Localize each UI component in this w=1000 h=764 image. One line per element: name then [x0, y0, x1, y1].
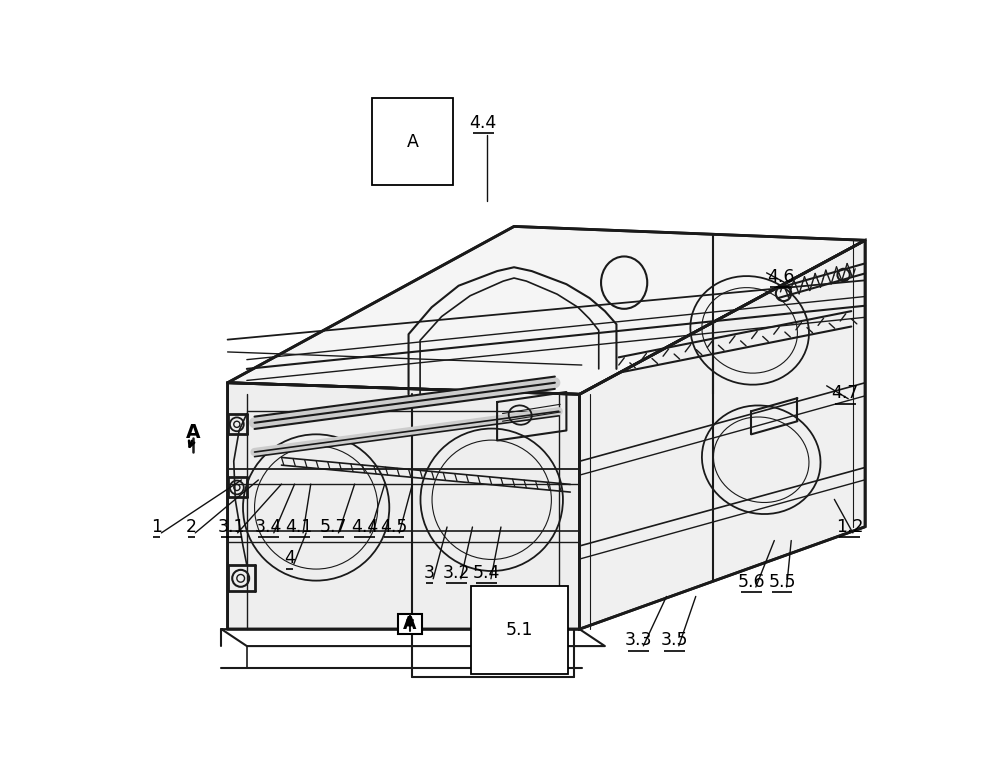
Text: 5: 5	[514, 643, 525, 661]
Text: 3.5: 3.5	[660, 631, 688, 649]
Text: 5.6: 5.6	[737, 572, 765, 591]
Polygon shape	[228, 226, 865, 394]
Text: A: A	[186, 423, 200, 442]
Text: 4.4: 4.4	[351, 518, 378, 536]
Text: 3.1: 3.1	[218, 518, 245, 536]
Text: 3.4: 3.4	[255, 518, 282, 536]
Text: 4.4: 4.4	[470, 114, 497, 131]
Text: 1: 1	[151, 518, 162, 536]
Text: 2: 2	[186, 518, 197, 536]
Text: 5.7: 5.7	[320, 518, 348, 536]
Text: 5.5: 5.5	[768, 572, 796, 591]
Polygon shape	[228, 383, 579, 629]
Text: 5.4: 5.4	[473, 564, 500, 581]
Text: 4.1: 4.1	[286, 518, 313, 536]
FancyBboxPatch shape	[398, 613, 422, 634]
Text: 4.7: 4.7	[831, 384, 859, 403]
Text: 4: 4	[284, 549, 295, 567]
Text: 3: 3	[424, 564, 435, 581]
Text: 4.6: 4.6	[767, 268, 794, 286]
Text: 4.5: 4.5	[380, 518, 408, 536]
Text: A: A	[403, 615, 417, 633]
Text: A: A	[406, 132, 418, 151]
Text: 1.2: 1.2	[836, 518, 864, 536]
Text: 3.2: 3.2	[443, 564, 470, 581]
Text: 3.3: 3.3	[625, 631, 653, 649]
Polygon shape	[579, 241, 865, 629]
Text: 5.1: 5.1	[506, 621, 533, 639]
